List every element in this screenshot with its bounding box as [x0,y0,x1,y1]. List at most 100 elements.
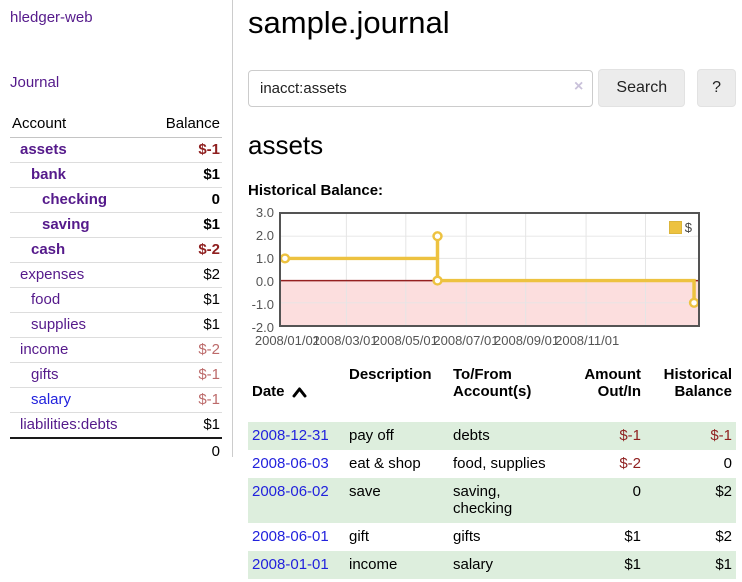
date-header-label: Date [252,383,285,400]
y-tick: 0.0 [255,274,274,289]
account-row: liabilities:debts $1 [10,413,222,437]
historical-balance-chart: 3.0 2.0 1.0 0.0 -1.0 -2.0 [248,205,736,350]
transaction-description: income [349,556,398,573]
clear-search-icon[interactable]: × [574,77,584,95]
transaction-date-link[interactable]: 2008-01-01 [252,556,329,573]
transaction-amount: $-2 [619,455,641,472]
page-title: sample.journal [248,5,450,40]
transaction-accounts: salary [453,556,494,573]
help-button[interactable]: ? [697,69,736,107]
register-row: 2008-06-01 gift gifts $1 $2 [248,523,736,551]
transaction-description: save [349,483,381,500]
account-row: cash $-2 [10,238,222,263]
account-link-bank[interactable]: bank [31,166,67,183]
account-heading: assets [248,130,324,160]
register-header-row: Date Description To/From Account(s) Amou… [248,364,736,422]
y-tick: 1.0 [255,251,274,266]
transaction-accounts: gifts [453,528,481,545]
transaction-accounts: food, supplies [453,455,546,472]
accounts-header-account: Account [12,115,67,132]
account-row: expenses $2 [10,263,222,288]
account-link-assets[interactable]: assets [20,141,67,158]
transaction-description: pay off [349,427,394,444]
account-row: checking 0 [10,188,222,213]
transaction-amount: $-1 [619,427,641,444]
register-header-description: Description [349,366,432,383]
register-table: Date Description To/From Account(s) Amou… [248,364,736,579]
account-balance: $1 [203,216,220,233]
account-balance: $1 [203,291,220,308]
account-balance: $1 [203,166,220,183]
account-row: food $1 [10,288,222,313]
accounts-header-balance: Balance [165,115,220,132]
register-row: 2008-12-31 pay off debts $-1 $-1 [248,422,736,450]
account-row: saving $1 [10,213,222,238]
transaction-balance: $2 [715,483,732,500]
account-link-checking[interactable]: checking [42,191,108,208]
brand-link[interactable]: hledger-web [10,9,93,26]
accounts-table-header: Account Balance [10,112,222,138]
account-link-cash[interactable]: cash [31,241,66,258]
x-tick: 2008/05/01 [372,333,438,348]
chart-plot-area: $ [279,212,700,327]
sidebar: hledger-web Journal Account Balance asse… [0,0,233,460]
transaction-accounts: saving, checking [453,483,513,517]
account-link-income[interactable]: income [20,341,69,358]
transaction-date-link[interactable]: 2008-06-02 [252,483,329,500]
transaction-description: eat & shop [349,455,421,472]
register-header-date[interactable]: Date [248,364,345,422]
sort-ascending-icon [292,387,307,398]
transaction-description: gift [349,528,370,545]
account-row: assets $-1 [10,138,222,163]
account-balance: $-1 [198,141,220,158]
register-header-amount: Amount Out/In [584,366,641,400]
transaction-balance: 0 [723,455,732,472]
register-header-balance: Historical Balance [663,366,732,400]
register-header-accounts: To/From Account(s) [453,366,532,400]
search-input-wrap: × [248,69,594,107]
account-balance: 0 [211,191,220,208]
transaction-accounts: debts [453,427,490,444]
account-balance: $-2 [198,241,220,258]
account-link-supplies[interactable]: supplies [31,316,87,333]
register-row: 2008-06-03 eat & shop food, supplies $-2… [248,450,736,478]
account-row: gifts $-1 [10,363,222,388]
account-link-expenses[interactable]: expenses [20,266,85,283]
y-tick: -2.0 [251,320,274,335]
account-balance: $1 [203,316,220,333]
transaction-amount: $1 [624,556,641,573]
account-link-liabilities-debts[interactable]: liabilities:debts [20,416,118,433]
search-form: × Search ? [248,69,736,107]
main-content: sample.journal × Search ? assets Histori… [234,0,742,579]
x-tick: 2008/09/01 [494,333,560,348]
account-link-saving[interactable]: saving [42,216,90,233]
account-link-gifts[interactable]: gifts [31,366,59,383]
transaction-date-link[interactable]: 2008-06-03 [252,455,329,472]
x-tick: 2008/01/01 [254,333,320,348]
account-balance: $-1 [198,391,220,408]
legend-label: $ [684,220,692,235]
account-balance: $1 [203,416,220,433]
historical-balance-label: Historical Balance: [248,182,384,199]
y-tick: 3.0 [255,205,274,220]
register-row: 2008-01-01 income salary $1 $1 [248,551,736,579]
x-axis-labels: 2008/01/01 2008/03/01 2008/05/01 2008/07… [255,333,700,349]
search-button[interactable]: Search [598,69,686,107]
transaction-date-link[interactable]: 2008-12-31 [252,427,329,444]
y-tick: 2.0 [255,228,274,243]
search-input[interactable] [248,69,594,107]
account-link-salary[interactable]: salary [31,391,72,408]
register-row: 2008-06-02 save saving, checking 0 $2 [248,478,736,523]
transaction-amount: 0 [632,483,641,500]
transaction-date-link[interactable]: 2008-06-01 [252,528,329,545]
account-row: income $-2 [10,338,222,363]
x-tick: 2008/03/01 [312,333,378,348]
y-tick: -1.0 [251,297,274,312]
account-link-food[interactable]: food [31,291,61,308]
account-balance: $-1 [198,366,220,383]
x-tick: 2008/11/01 [555,333,620,348]
x-tick: 2008/07/01 [433,333,499,348]
chart-legend: $ [666,219,694,236]
accounts-total: 0 [10,437,222,464]
sidebar-item-journal[interactable]: Journal [10,74,60,91]
